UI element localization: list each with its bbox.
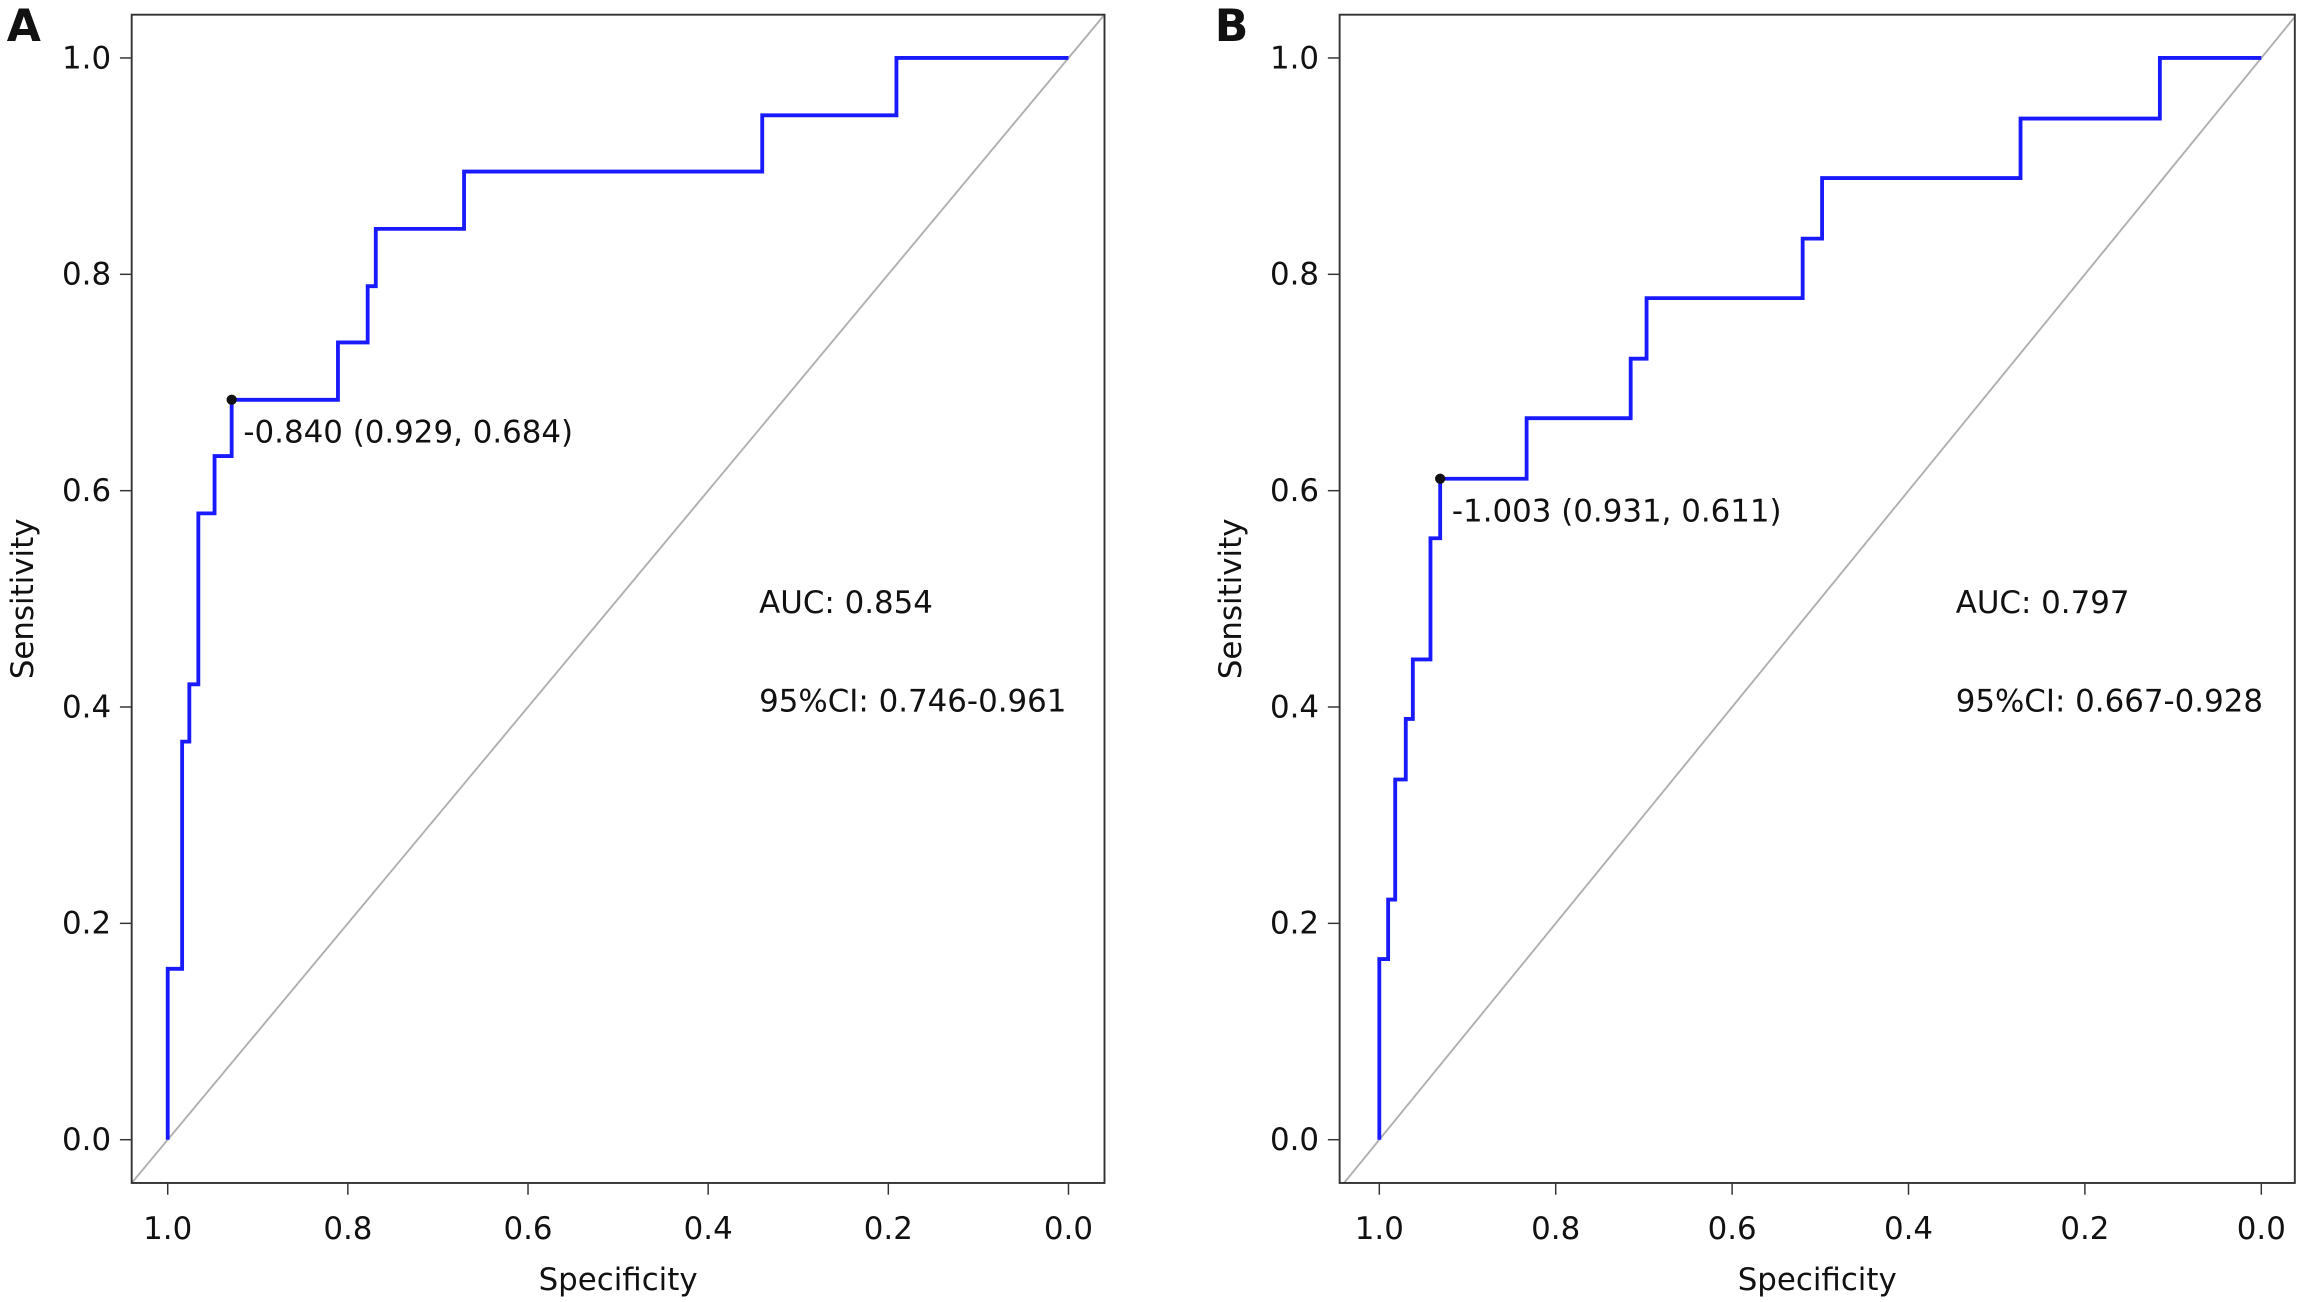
x-tick-label: 0.6 [1708,1211,1757,1247]
reference-line [1342,16,2295,1183]
annotation: AUC: 0.854 [759,585,933,621]
y-tick-label: 0.2 [62,906,111,942]
roc-panel: B 1.0 0.8 0.6 0.4 0.2 0.0 0.0 0.2 0.4 0.6 0.8 1.0 Spe… [1213,1,2296,1298]
x-tick-label: 0.4 [684,1211,733,1247]
y-axis-label: Sensitivity [1213,519,1249,680]
plot-frame [130,13,1106,1184]
x-tick-label: 0.8 [1531,1211,1580,1247]
x-axis-label: Specificity [539,1262,698,1298]
y-tick-label: 0.4 [1270,689,1319,725]
y-tick-label: 0.4 [62,689,111,725]
y-tick-label: 1.0 [1270,40,1319,76]
x-axis-label: Specificity [1738,1262,1897,1298]
panel-label: A [7,1,41,52]
x-tick-label: 0.6 [503,1211,552,1247]
reference-line [131,14,1105,1183]
x-tick-label: 0.2 [2060,1211,2109,1247]
roc-curve [1377,56,2262,1140]
y-tick-label: 0.6 [1270,473,1319,509]
x-tick-label: 0.0 [2237,1211,2286,1247]
plot-frame [1338,13,2296,1184]
cutoff-label: -1.003 (0.931, 0.611) [1452,493,1782,529]
y-tick-label: 0.0 [62,1122,111,1158]
roc-curve [165,56,1069,1140]
y-tick-label: 1.0 [62,40,111,76]
x-tick-label: 0.0 [1044,1211,1093,1247]
x-tick-label: 1.0 [143,1211,192,1247]
cutoff-point [1435,473,1446,484]
x-tick-label: 0.4 [1884,1211,1933,1247]
annotation: 95%CI: 0.746-0.961 [759,683,1066,719]
annotation: 95%CI: 0.667-0.928 [1956,683,2263,719]
x-tick-label: 1.0 [1355,1211,1404,1247]
roc-panel: A 1.0 0.8 0.6 0.4 0.2 0.0 0.0 0.2 0.4 0.6 0.8 1.0 Spe… [5,1,1106,1298]
y-tick-label: 0.2 [1270,906,1319,942]
cutoff-point [226,394,237,405]
y-tick-label: 0.6 [62,473,111,509]
y-axis-label: Sensitivity [5,519,41,680]
x-tick-label: 0.8 [323,1211,372,1247]
y-tick-label: 0.8 [62,257,111,293]
x-tick-label: 0.2 [864,1211,913,1247]
panel-label: B [1215,1,1249,52]
y-tick-label: 0.8 [1270,257,1319,293]
cutoff-label: -0.840 (0.929, 0.684) [243,414,573,450]
annotation: AUC: 0.797 [1956,585,2130,621]
y-tick-label: 0.0 [1270,1122,1319,1158]
